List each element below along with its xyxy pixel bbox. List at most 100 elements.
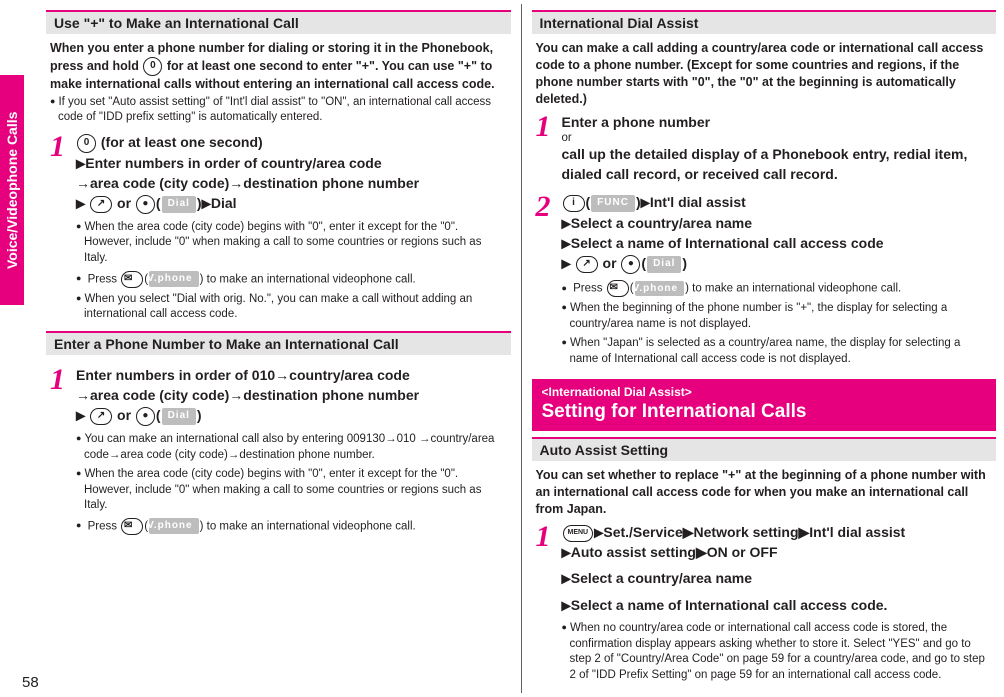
step-line: ▶Select a country/area name <box>562 568 993 588</box>
text: Select a country/area name <box>571 215 752 231</box>
feature-subtitle: <International Dial Assist> <box>542 385 987 399</box>
side-tab: Voice/Videophone Calls <box>0 75 24 305</box>
softkey-dial-label: Dial <box>647 256 681 273</box>
text: to make an international videophone call… <box>203 273 415 285</box>
step-line: ▶Select a name of International call acc… <box>562 595 993 615</box>
step-line: Enter a phone number <box>562 112 993 132</box>
text: Press <box>573 283 606 295</box>
bullet-note: Press ✉(V.phone) to make an internationa… <box>72 269 511 290</box>
key-call-icon: ↗ <box>90 408 112 425</box>
key-center-icon: ● <box>621 255 640 274</box>
section-header: International Dial Assist <box>532 10 997 34</box>
step-line: 0 (for at least one second) <box>76 132 507 153</box>
text: Press <box>88 520 121 532</box>
triangle-icon: ▶ <box>562 572 571 586</box>
step-notes: When no country/area code or internation… <box>532 619 997 685</box>
feature-heading: <International Dial Assist> Setting for … <box>532 379 997 431</box>
key-mail-icon: ✉ <box>121 518 143 535</box>
key-center-icon: ● <box>136 407 155 426</box>
softkey-vphone-label: V.phone <box>149 271 199 287</box>
triangle-icon: ▶ <box>562 216 571 230</box>
bullet-note: Press ✉(V.phone) to make an internationa… <box>558 278 997 299</box>
step-number: 1 <box>50 132 70 214</box>
text: Select a name of International call acce… <box>571 235 884 251</box>
key-menu-icon: MENU <box>563 525 594 542</box>
bullet-note: You can make an international call also … <box>72 430 511 465</box>
softkey-dial-label: Dial <box>162 196 196 213</box>
bullet-note: If you set "Auto assist setting" of "Int… <box>46 93 511 128</box>
step-number: 1 <box>536 522 556 615</box>
text: or <box>117 195 135 211</box>
text: Press <box>88 273 121 285</box>
step-content: Enter numbers in order of 010→country/ar… <box>76 365 507 426</box>
step-line: i(FUNC)▶Int'l dial assist <box>562 192 993 212</box>
text: (for at least one second) <box>101 134 263 150</box>
step-row: 1 Enter a phone number or call up the de… <box>532 108 997 189</box>
step-row: 1 0 (for at least one second) ▶Enter num… <box>46 128 511 218</box>
step-number: 2 <box>536 192 556 274</box>
step-line: ▶ ↗ or ●(Dial)▶Dial <box>76 193 507 214</box>
triangle-icon: ▶ <box>76 156 85 170</box>
step-number: 1 <box>536 112 556 185</box>
text: or <box>603 255 621 271</box>
step-line: ▶Select a name of International call acc… <box>562 233 993 253</box>
softkey-func-label: FUNC <box>591 195 635 212</box>
triangle-icon: ▶ <box>562 546 571 560</box>
text: Dial <box>211 195 237 211</box>
step-line: →area code (city code)→destination phone… <box>76 385 507 405</box>
section-header: Auto Assist Setting <box>532 437 997 461</box>
text: Set./Service▶Network setting▶Int'l dial … <box>603 524 905 540</box>
left-column: Use "+" to Make an International Call Wh… <box>46 0 511 697</box>
softkey-vphone-label: V.phone <box>149 518 199 534</box>
step-row: 1 Enter numbers in order of 010→country/… <box>46 361 511 430</box>
triangle-icon: ▶ <box>76 197 85 211</box>
step-content: Enter a phone number or call up the deta… <box>562 112 993 185</box>
key-zero-icon: 0 <box>143 57 162 76</box>
page-columns: Use "+" to Make an International Call Wh… <box>46 0 996 697</box>
step-content: 0 (for at least one second) ▶Enter numbe… <box>76 132 507 214</box>
key-mail-icon: ✉ <box>121 271 143 288</box>
step-line: ▶ ↗ or ●(Dial) <box>76 405 507 426</box>
step-line: ▶Enter numbers in order of country/area … <box>76 153 507 173</box>
step-line: ▶ ↗ or ●(Dial) <box>562 253 993 274</box>
key-call-icon: ↗ <box>90 196 112 213</box>
page-number: 58 <box>22 674 39 691</box>
section-header: Use "+" to Make an International Call <box>46 10 511 34</box>
intro-paragraph: You can set whether to replace "+" at th… <box>532 467 997 518</box>
text: to make an international videophone call… <box>689 283 901 295</box>
step-line: call up the detailed display of a Phoneb… <box>562 144 993 185</box>
triangle-icon: ▶ <box>594 525 603 539</box>
or-text: or <box>562 132 993 144</box>
step-number: 1 <box>50 365 70 426</box>
text: Select a name of International call acce… <box>571 597 888 613</box>
key-ir-icon: i <box>563 195 585 212</box>
step-row: 2 i(FUNC)▶Int'l dial assist ▶Select a co… <box>532 188 997 278</box>
text: Enter numbers in order of country/area c… <box>85 155 381 171</box>
softkey-vphone-label: V.phone <box>635 281 685 297</box>
step-line: MENU▶Set./Service▶Network setting▶Int'l … <box>562 522 993 542</box>
step-notes: Press ✉(V.phone) to make an internationa… <box>532 278 997 369</box>
step-notes: When the area code (city code) begins wi… <box>46 218 511 325</box>
feature-title: Setting for International Calls <box>542 401 987 423</box>
triangle-icon: ▶ <box>562 237 571 251</box>
column-divider <box>521 4 522 693</box>
bullet-note: When no country/area code or internation… <box>558 619 997 685</box>
step-line: Enter numbers in order of 010→country/ar… <box>76 365 507 385</box>
step-content: MENU▶Set./Service▶Network setting▶Int'l … <box>562 522 993 615</box>
triangle-icon: ▶ <box>202 197 211 211</box>
step-content: i(FUNC)▶Int'l dial assist ▶Select a coun… <box>562 192 993 274</box>
bullet-note: When you select "Dial with orig. No.", y… <box>72 290 511 325</box>
text: Select a country/area name <box>571 570 752 586</box>
bullet-note: When "Japan" is selected as a country/ar… <box>558 334 997 369</box>
bullet-note: When the beginning of the phone number i… <box>558 299 997 334</box>
step-row: 1 MENU▶Set./Service▶Network setting▶Int'… <box>532 518 997 619</box>
step-line: →area code (city code)→destination phone… <box>76 173 507 193</box>
key-mail-icon: ✉ <box>607 280 629 297</box>
key-zero-icon: 0 <box>77 134 96 153</box>
key-call-icon: ↗ <box>576 256 598 273</box>
step-line: ▶Select a country/area name <box>562 213 993 233</box>
triangle-icon: ▶ <box>76 409 85 423</box>
text: to make an international videophone call… <box>203 520 415 532</box>
triangle-icon: ▶ <box>562 257 571 271</box>
key-center-icon: ● <box>136 195 155 214</box>
